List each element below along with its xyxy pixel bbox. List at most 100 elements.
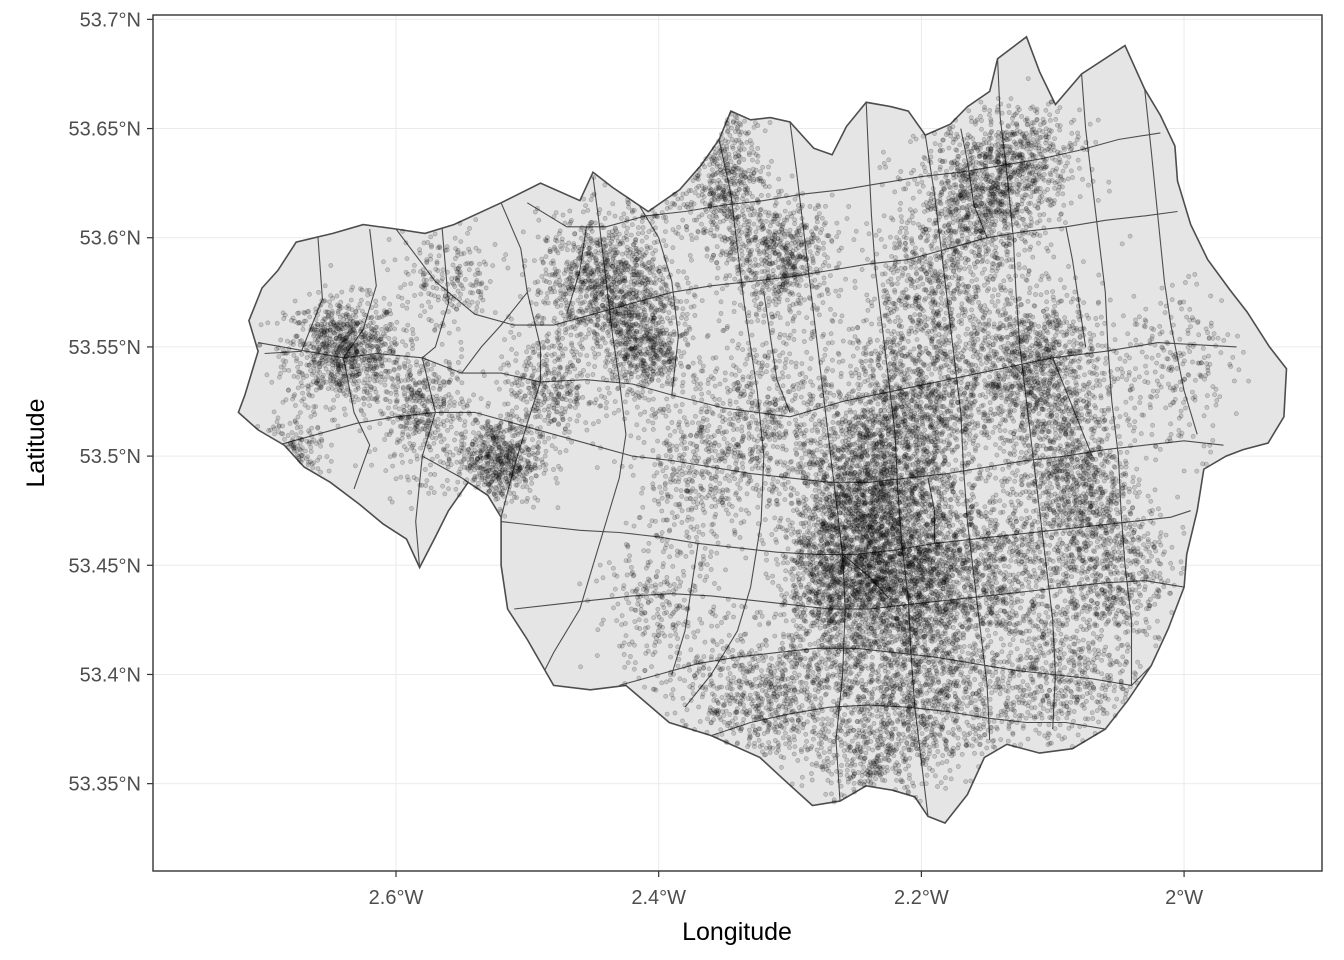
data-point-1880 bbox=[499, 492, 505, 497]
data-point-3452 bbox=[663, 351, 669, 357]
data-point-4442 bbox=[753, 229, 759, 235]
data-point-1269 bbox=[410, 443, 415, 449]
data-point-3256 bbox=[632, 301, 638, 307]
data-point-740 bbox=[370, 320, 376, 325]
data-point-1117 bbox=[438, 439, 444, 445]
data-point-121 bbox=[370, 343, 375, 349]
data-point-3314 bbox=[635, 323, 641, 329]
data-point-2688 bbox=[632, 239, 638, 245]
data-point-550 bbox=[358, 326, 364, 332]
data-point-3366 bbox=[607, 367, 613, 373]
data-point-2909 bbox=[565, 259, 570, 265]
data-point-860 bbox=[325, 386, 331, 391]
data-point-697 bbox=[321, 379, 327, 385]
data-point-790 bbox=[292, 298, 298, 304]
data-point-2967 bbox=[591, 269, 597, 274]
data-point-4530 bbox=[824, 233, 830, 239]
district-boundary-6 bbox=[631, 193, 679, 396]
data-point-3211 bbox=[632, 396, 637, 402]
data-point-728 bbox=[309, 371, 315, 377]
data-point-3468 bbox=[655, 333, 661, 339]
data-point-873 bbox=[322, 320, 328, 326]
data-point-2928 bbox=[636, 249, 642, 255]
data-point-817 bbox=[321, 316, 327, 322]
data-point-2825 bbox=[587, 257, 593, 263]
data-point-3411 bbox=[632, 312, 637, 318]
data-point-4088 bbox=[773, 195, 779, 201]
data-point-1084 bbox=[432, 405, 437, 411]
data-point-3209 bbox=[632, 363, 637, 369]
data-point-474 bbox=[342, 378, 348, 384]
data-point-2626 bbox=[636, 296, 642, 302]
data-point-417 bbox=[264, 372, 270, 378]
district-boundary-23 bbox=[566, 226, 587, 315]
data-point-1888 bbox=[515, 440, 520, 446]
data-point-3491 bbox=[627, 364, 633, 370]
data-point-1235 bbox=[405, 377, 411, 383]
data-point-1883 bbox=[514, 454, 520, 460]
data-point-808 bbox=[382, 382, 388, 388]
data-point-2702 bbox=[582, 285, 588, 291]
data-point-4272 bbox=[775, 310, 781, 316]
data-point-2958 bbox=[600, 248, 606, 254]
data-point-3708 bbox=[743, 130, 748, 136]
data-point-4348 bbox=[770, 272, 776, 277]
data-point-867 bbox=[310, 326, 316, 332]
district-boundary-22 bbox=[422, 455, 489, 496]
data-point-2593 bbox=[608, 247, 614, 253]
data-point-2755 bbox=[581, 318, 587, 323]
data-point-2865 bbox=[560, 212, 566, 218]
data-point-11 bbox=[359, 331, 365, 337]
data-point-103 bbox=[308, 368, 313, 373]
data-point-3457 bbox=[642, 361, 648, 366]
data-point-704 bbox=[345, 366, 351, 371]
data-point-17 bbox=[322, 331, 327, 337]
data-point-4523 bbox=[816, 293, 822, 299]
data-point-3908 bbox=[723, 199, 729, 204]
data-point-3422 bbox=[666, 359, 672, 365]
data-point-4265 bbox=[809, 279, 814, 285]
data-point-2377 bbox=[612, 213, 618, 219]
data-point-1818 bbox=[484, 428, 490, 434]
data-point-2801 bbox=[588, 318, 594, 324]
data-point-2847 bbox=[563, 291, 569, 297]
data-point-1679 bbox=[458, 445, 464, 450]
data-point-2724 bbox=[625, 225, 630, 231]
data-point-2061 bbox=[626, 253, 631, 259]
data-point-53 bbox=[281, 316, 287, 321]
data-point-4218 bbox=[791, 337, 797, 342]
district-boundary-0 bbox=[264, 226, 323, 355]
data-point-846 bbox=[348, 348, 354, 353]
data-point-887 bbox=[327, 353, 332, 359]
data-point-713 bbox=[285, 387, 291, 393]
data-point-688 bbox=[385, 373, 391, 379]
data-point-3348 bbox=[620, 295, 626, 301]
data-point-1080 bbox=[372, 371, 378, 377]
data-point-3481 bbox=[643, 351, 649, 357]
data-point-360 bbox=[323, 335, 329, 341]
data-point-72 bbox=[322, 283, 328, 289]
data-point-1569 bbox=[441, 423, 447, 428]
data-point-4412 bbox=[744, 258, 750, 263]
data-point-27 bbox=[369, 333, 375, 339]
data-point-3071 bbox=[690, 360, 696, 366]
data-point-4489 bbox=[780, 284, 785, 289]
district-boundary-2 bbox=[342, 228, 377, 490]
data-point-638 bbox=[333, 387, 339, 393]
data-point-4519 bbox=[752, 270, 758, 276]
data-point-1366 bbox=[536, 440, 541, 445]
data-point-2572 bbox=[596, 351, 602, 357]
data-point-3399 bbox=[643, 346, 648, 352]
data-point-1937 bbox=[532, 258, 537, 263]
data-point-3907 bbox=[714, 156, 719, 162]
data-point-1827 bbox=[509, 498, 515, 504]
data-point-1555 bbox=[498, 413, 503, 419]
data-point-2329 bbox=[536, 217, 542, 223]
data-point-1300 bbox=[430, 378, 436, 384]
data-point-3131 bbox=[660, 276, 666, 282]
data-point-2931 bbox=[593, 255, 598, 261]
data-point-4320 bbox=[797, 272, 802, 278]
data-point-2510 bbox=[577, 352, 583, 358]
data-point-3820 bbox=[708, 187, 714, 192]
data-point-547 bbox=[325, 309, 331, 315]
